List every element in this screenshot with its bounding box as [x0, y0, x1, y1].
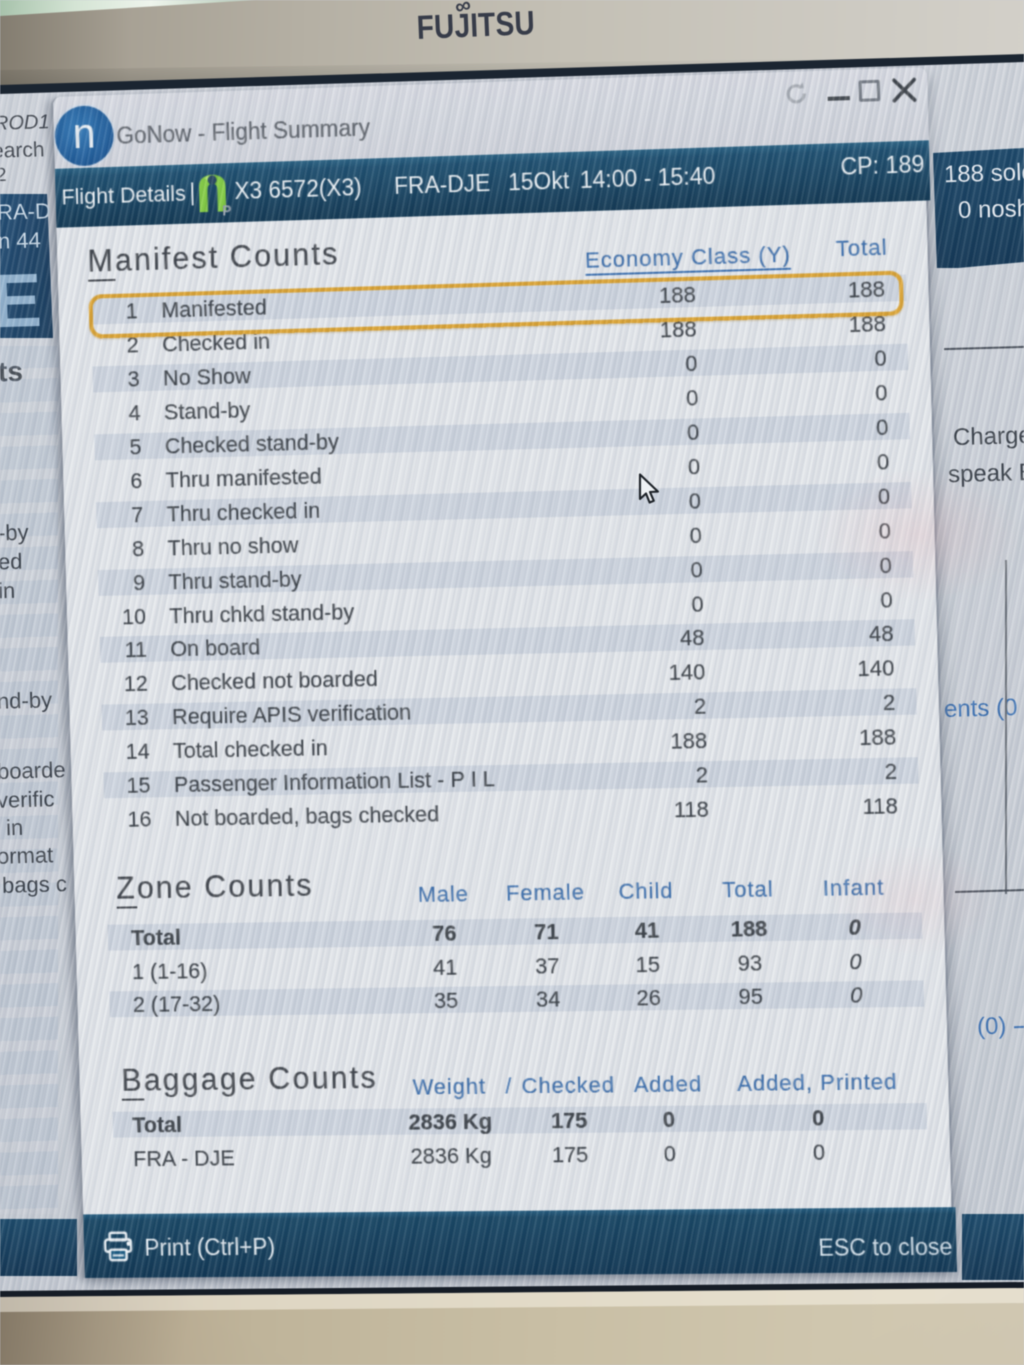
svg-text:P: P [222, 203, 232, 217]
